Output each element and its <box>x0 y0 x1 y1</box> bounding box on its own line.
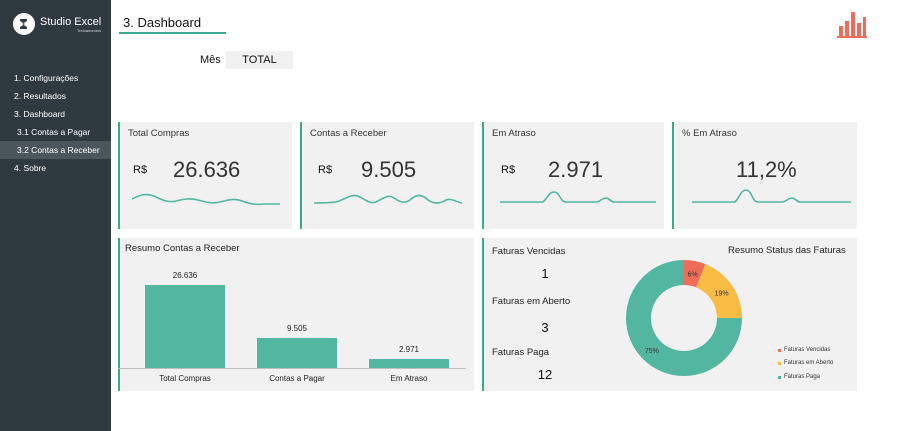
bar-1 <box>145 285 225 368</box>
kpi-title: Total Compras <box>128 128 190 139</box>
logo-title: Studio Excel <box>40 15 102 28</box>
bar-value-label: 26.636 <box>172 271 198 280</box>
kpi-card-percent-em-atraso: % Em Atraso 11,2% <box>672 122 857 229</box>
legend-item: Faturas Vencidas <box>778 347 830 353</box>
bar-3 <box>369 359 449 368</box>
donut-slice-label: 75% <box>645 348 659 355</box>
page-title: 3. Dashboard <box>123 15 202 30</box>
logo-icon <box>13 13 35 35</box>
bar-category-label: Contas a Pagar <box>269 374 325 383</box>
logo-subtitle: Treinamentos <box>76 27 102 33</box>
legend-item: Faturas Paga <box>778 374 820 380</box>
legend-swatch <box>778 375 781 379</box>
sidebar-nav: 1. Configurações 2. Resultados 3. Dashbo… <box>0 69 111 177</box>
kpi-title: Em Atraso <box>492 128 536 139</box>
legend-label: Faturas Paga <box>784 374 821 380</box>
sidebar-item-contas-a-pagar[interactable]: 3.1 Contas a Pagar <box>17 127 91 137</box>
stat-label-vencidas: Faturas Vencidas <box>492 246 566 257</box>
kpi-value: 2.971 <box>548 157 604 182</box>
logo[interactable]: Studio Excel Treinamentos <box>12 12 101 36</box>
sidebar-item-dashboard[interactable]: 3. Dashboard <box>14 109 66 119</box>
legend-swatch <box>778 361 781 365</box>
kpi-value: 9.505 <box>361 157 417 182</box>
faturas-status-title: Resumo Status das Faturas <box>728 245 846 256</box>
bar-chart-axis <box>118 368 466 369</box>
stat-value-vencidas: 1 <box>541 266 549 281</box>
sparkline <box>500 191 656 203</box>
stat-label-paga: Faturas Paga <box>492 347 550 358</box>
kpi-card-contas-a-receber: Contas a Receber R$ 9.505 <box>300 122 474 229</box>
kpi-title: % Em Atraso <box>682 128 737 139</box>
kpi-value: 26.636 <box>173 157 241 182</box>
donut-slice-1 <box>684 260 706 288</box>
donut-slice-3 <box>626 260 742 376</box>
sparkline <box>132 193 280 206</box>
stat-value-paga: 12 <box>537 367 553 382</box>
sidebar-item-resultados[interactable]: 2. Resultados <box>14 91 66 101</box>
bar-2 <box>257 338 337 368</box>
legend-label: Faturas Vencidas <box>784 347 831 353</box>
month-filter-label: Mês <box>200 54 221 66</box>
donut-slice-label: 6% <box>687 271 697 278</box>
faturas-donut-chart: 6% 19% 75% <box>626 260 742 376</box>
month-filter-select[interactable]: TOTAL <box>226 51 293 69</box>
sidebar-item-contas-a-receber[interactable]: 3.2 Contas a Receber <box>0 141 111 159</box>
sidebar-item-configuracoes[interactable]: 1. Configurações <box>14 73 79 83</box>
sidebar-item-sobre[interactable]: 4. Sobre <box>14 163 47 173</box>
bar-value-label: 2.971 <box>398 345 420 354</box>
legend-item: Faturas em Aberto <box>778 360 833 366</box>
donut-slice-2 <box>696 264 742 318</box>
kpi-currency: R$ <box>318 164 333 176</box>
kpi-value: 11,2% <box>736 157 797 182</box>
stat-label-em-aberto: Faturas em Aberto <box>492 296 571 307</box>
resumo-contas-title: Resumo Contas a Receber <box>125 243 240 254</box>
bar-category-label: Total Compras <box>159 374 211 383</box>
sidebar: Studio Excel Treinamentos 1. Configuraçõ… <box>0 0 111 431</box>
kpi-card-total-compras: Total Compras R$ 26.636 <box>118 122 292 229</box>
kpi-currency: R$ <box>133 164 148 176</box>
title-underline <box>119 32 226 34</box>
bar-category-label: Em Atraso <box>390 374 428 383</box>
bar-value-label: 9.505 <box>286 324 308 333</box>
legend-label: Faturas em Aberto <box>784 360 834 366</box>
donut-slice-label: 19% <box>715 290 729 297</box>
kpi-card-em-atraso: Em Atraso R$ 2.971 <box>482 122 664 229</box>
bar-chart-icon[interactable] <box>837 10 867 38</box>
stat-value-em-aberto: 3 <box>541 320 549 335</box>
sparkline <box>692 189 851 203</box>
kpi-currency: R$ <box>501 164 516 176</box>
sparkline <box>314 194 463 204</box>
kpi-title: Contas a Receber <box>310 128 387 139</box>
legend-swatch <box>778 348 781 352</box>
